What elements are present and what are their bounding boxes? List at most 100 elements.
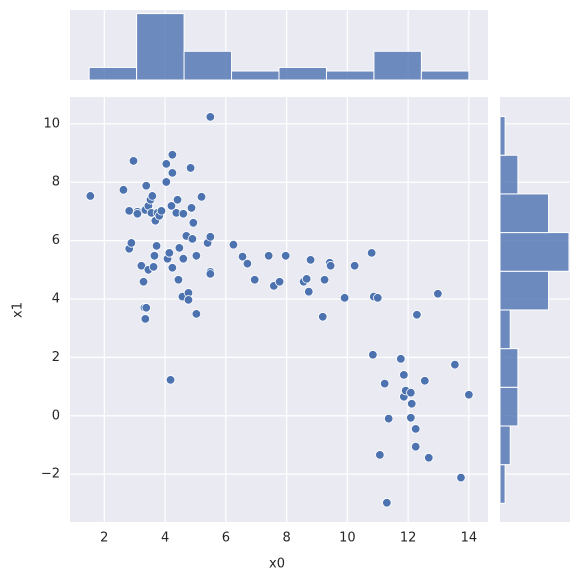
- point: [305, 255, 316, 265]
- y-tick-label: 2: [52, 350, 60, 365]
- point: [205, 269, 216, 279]
- histogram-bar: [499, 464, 506, 504]
- point: [165, 375, 176, 385]
- point: [161, 177, 171, 187]
- point: [138, 277, 149, 287]
- point: [433, 289, 443, 299]
- point: [242, 258, 253, 269]
- point: [424, 453, 434, 463]
- point: [325, 261, 336, 271]
- point: [186, 203, 197, 213]
- histogram-bar: [499, 270, 550, 311]
- point: [411, 441, 421, 452]
- histogram-bar: [420, 70, 470, 81]
- point: [147, 191, 158, 201]
- x-axis-label: x0: [269, 557, 285, 572]
- point: [304, 286, 314, 297]
- histogram-bar: [136, 13, 185, 81]
- point: [178, 209, 189, 219]
- point: [132, 209, 143, 219]
- point: [411, 424, 421, 434]
- point: [373, 293, 383, 303]
- point: [141, 303, 151, 313]
- x-tick-label: 2: [100, 531, 108, 546]
- point: [196, 192, 207, 202]
- point: [178, 254, 189, 264]
- point: [382, 498, 392, 508]
- point: [136, 261, 147, 271]
- point: [183, 295, 194, 305]
- point: [174, 243, 185, 253]
- point: [156, 206, 167, 216]
- point: [406, 413, 416, 423]
- point: [191, 309, 202, 319]
- y-tick-label: 8: [52, 175, 60, 190]
- point: [301, 274, 312, 284]
- point: [185, 163, 196, 173]
- histogram-bar: [499, 425, 511, 466]
- histogram-bar: [499, 154, 519, 195]
- histogram-bar: [499, 116, 506, 156]
- histogram-bar: [499, 386, 519, 427]
- x-tick-label: 8: [282, 531, 290, 546]
- point: [187, 234, 198, 244]
- point: [274, 277, 285, 287]
- point: [167, 263, 178, 273]
- point: [368, 350, 378, 360]
- point: [167, 150, 178, 160]
- point: [407, 399, 417, 409]
- point: [85, 191, 96, 201]
- point: [380, 378, 390, 389]
- point: [126, 238, 137, 248]
- point: [375, 450, 385, 460]
- histogram-bar: [231, 70, 280, 81]
- y-axis-label: x1: [11, 302, 26, 318]
- point: [456, 472, 466, 483]
- point: [349, 261, 360, 271]
- point: [191, 251, 202, 261]
- point: [399, 370, 409, 380]
- histogram-bar: [499, 232, 570, 272]
- point: [464, 390, 474, 400]
- point: [167, 168, 178, 178]
- point: [188, 218, 199, 228]
- y-tick-label: 10: [43, 116, 60, 131]
- histogram-bar: [278, 66, 327, 81]
- point: [205, 112, 216, 122]
- point: [118, 185, 129, 195]
- point: [237, 251, 248, 262]
- histogram-bar: [373, 50, 422, 81]
- point: [406, 387, 416, 398]
- point: [161, 159, 171, 169]
- x-tick-label: 4: [161, 531, 169, 546]
- point: [383, 413, 394, 424]
- point: [366, 248, 377, 258]
- y-tick-label: 6: [52, 233, 60, 248]
- point: [166, 201, 177, 211]
- histogram-bar: [499, 309, 511, 350]
- point: [280, 251, 291, 261]
- point: [151, 241, 162, 251]
- point: [205, 232, 216, 242]
- histogram-bar: [88, 66, 138, 81]
- point: [420, 376, 430, 386]
- point: [124, 206, 134, 216]
- point: [263, 251, 274, 261]
- point: [172, 195, 183, 205]
- point: [141, 181, 151, 191]
- x-tick-label: 10: [339, 531, 356, 546]
- point: [318, 312, 328, 322]
- histogram-bar: [325, 70, 375, 81]
- point: [396, 354, 406, 364]
- point: [140, 314, 151, 324]
- y-tick-label: 4: [52, 291, 60, 306]
- y-tick-label: −2: [41, 467, 60, 482]
- point: [249, 275, 260, 285]
- point: [164, 248, 175, 258]
- point: [412, 310, 422, 320]
- x-tick-label: 6: [222, 531, 230, 546]
- point: [319, 275, 330, 285]
- histogram-bar: [499, 348, 519, 388]
- point: [148, 262, 159, 272]
- plot-background: [70, 97, 488, 522]
